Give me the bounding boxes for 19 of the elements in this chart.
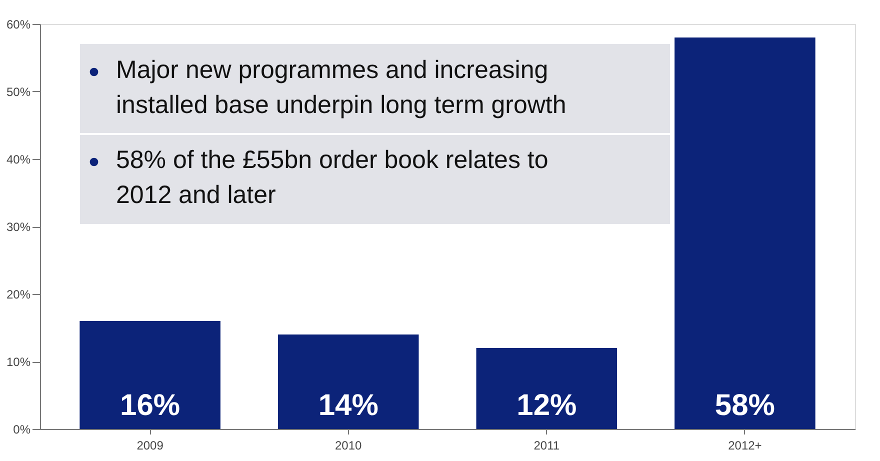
y-tick-label: 50% (6, 85, 31, 99)
x-tick-label: 2012+ (728, 438, 762, 452)
y-tick-label: 40% (6, 152, 31, 166)
bar (476, 348, 618, 429)
x-tick-label: 2011 (534, 438, 560, 452)
bar (80, 321, 220, 429)
y-tick-label: 60% (6, 18, 31, 32)
data-label: 16% (120, 389, 180, 422)
y-tick-label: 0% (13, 422, 31, 436)
data-label: 14% (318, 389, 378, 422)
y-tick-label: 20% (6, 288, 31, 302)
y-tick-label: 30% (6, 220, 31, 234)
bar (674, 38, 816, 429)
x-tick-label: 2009 (136, 438, 164, 452)
x-tick-label: 2010 (335, 438, 362, 452)
data-label: 12% (516, 389, 577, 422)
y-tick-label: 10% (6, 355, 31, 369)
data-label: 58% (714, 389, 775, 422)
bar (278, 334, 419, 429)
